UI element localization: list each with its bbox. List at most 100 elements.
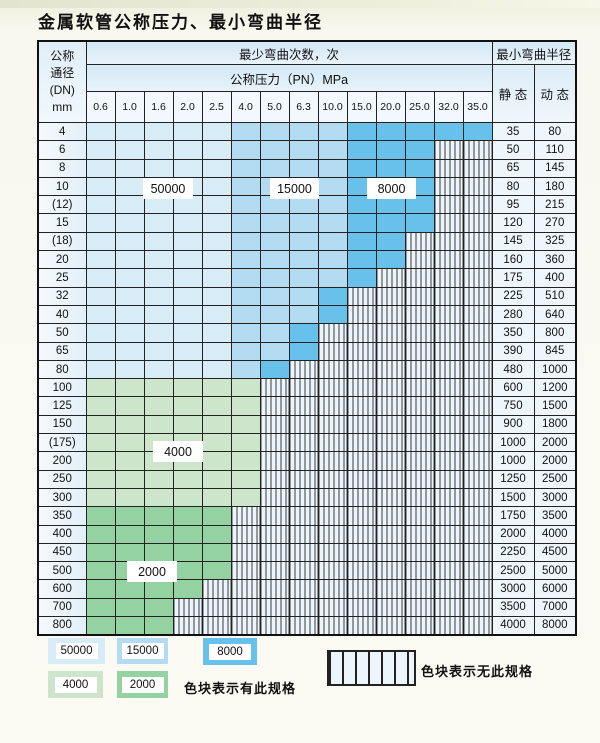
no-spec-cell [404, 231, 435, 252]
table-row: 800 4000 8000 [37, 616, 577, 636]
spec-cell [346, 213, 377, 233]
no-spec-cell [288, 487, 319, 508]
legend-no-spec-text: 色块表示无此规格 [421, 664, 534, 679]
dn-cell: (12) [37, 195, 87, 215]
no-spec-cell [462, 561, 493, 581]
spec-cell [230, 304, 261, 325]
no-spec-cell [317, 396, 348, 416]
dn-cell: 50 [37, 323, 87, 343]
dn-cell: 300 [37, 487, 87, 508]
no-spec-cell [404, 506, 435, 526]
no-spec-cell [288, 616, 319, 636]
no-spec-cell [288, 506, 319, 526]
no-spec-cell [462, 176, 493, 197]
no-spec-cell [433, 542, 464, 563]
dynamic-radius-cell: 640 [533, 304, 577, 325]
no-spec-cell [259, 542, 290, 563]
spec-cell [85, 487, 116, 508]
spec-cell [230, 195, 261, 215]
spec-cell [143, 286, 174, 306]
no-spec-cell [317, 524, 348, 544]
no-spec-cell [433, 561, 464, 581]
table-row: 400 2000 4000 [37, 524, 577, 544]
table-row: 150 900 1800 [37, 414, 577, 435]
no-spec-cell [230, 506, 261, 526]
spec-cell [114, 616, 145, 636]
dn-cell: 500 [37, 561, 87, 581]
spec-cell [172, 286, 203, 306]
dn-cell: 800 [37, 616, 87, 636]
static-radius-cell: 350 [491, 323, 535, 343]
dynamic-radius-cell: 6000 [533, 579, 577, 599]
spec-cell [172, 506, 203, 526]
static-radius-cell: 3500 [491, 597, 535, 618]
no-spec-cell [462, 616, 493, 636]
pressure-tick: 15.0 [346, 91, 377, 123]
no-spec-cell [404, 286, 435, 306]
dynamic-radius-cell: 80 [533, 121, 577, 142]
no-spec-cell [375, 561, 406, 581]
spec-cell [201, 341, 232, 361]
static-radius-cell: 145 [491, 231, 535, 252]
no-spec-cell [375, 304, 406, 325]
cycle-count-label: 4000 [153, 441, 203, 462]
no-spec-cell [433, 286, 464, 306]
no-spec-cell [404, 451, 435, 471]
legend-swatch: 50000 [48, 638, 105, 664]
dynamic-radius-cell: 1500 [533, 396, 577, 416]
page-title: 金属软管公称压力、最小弯曲半径 [38, 13, 323, 33]
no-spec-cell [288, 414, 319, 435]
no-spec-cell [433, 616, 464, 636]
pressure-tick: 2.5 [201, 91, 232, 123]
spec-cell [85, 195, 116, 215]
dynamic-radius-cell: 4500 [533, 542, 577, 563]
spec-cell [201, 286, 232, 306]
spec-cell [230, 378, 261, 398]
no-spec-cell [462, 250, 493, 270]
no-spec-cell [317, 561, 348, 581]
dn-header-line: mm [52, 100, 73, 114]
spec-cell [375, 231, 406, 252]
spec-cell [230, 286, 261, 306]
no-spec-cell [375, 542, 406, 563]
no-spec-cell [317, 323, 348, 343]
dynamic-radius-cell: 7000 [533, 597, 577, 618]
spec-cell [288, 323, 319, 343]
no-spec-cell [259, 616, 290, 636]
no-spec-cell [230, 542, 261, 563]
no-spec-cell [462, 414, 493, 435]
spec-cell [143, 469, 174, 489]
no-spec-cell [462, 542, 493, 563]
static-radius-cell: 35 [491, 121, 535, 142]
spec-cell [404, 213, 435, 233]
spec-cell [230, 231, 261, 252]
dn-cell: 40 [37, 304, 87, 325]
no-spec-cell [317, 487, 348, 508]
no-spec-cell [317, 378, 348, 398]
spec-cell [143, 378, 174, 398]
dynamic-radius-cell: 270 [533, 213, 577, 233]
table-row: 600 3000 6000 [37, 579, 577, 599]
spec-cell [201, 304, 232, 325]
spec-cell [85, 121, 116, 142]
spec-cell [114, 359, 145, 380]
spec-cell [172, 268, 203, 288]
no-spec-cell [259, 506, 290, 526]
table-row: (18) 145 325 [37, 231, 577, 252]
spec-cell [259, 268, 290, 288]
no-spec-cell [288, 524, 319, 544]
spec-cell [172, 304, 203, 325]
spec-cell [346, 140, 377, 160]
no-spec-cell [404, 268, 435, 288]
dn-cell: 6 [37, 140, 87, 160]
no-spec-cell [375, 487, 406, 508]
spec-cell [114, 524, 145, 544]
spec-cell [201, 561, 232, 581]
dynamic-radius-cell: 2000 [533, 451, 577, 471]
no-spec-cell [462, 378, 493, 398]
spec-cell [230, 250, 261, 270]
no-spec-cell [404, 597, 435, 618]
static-radius-cell: 1000 [491, 451, 535, 471]
dn-cell: 200 [37, 451, 87, 471]
no-spec-cell [433, 579, 464, 599]
